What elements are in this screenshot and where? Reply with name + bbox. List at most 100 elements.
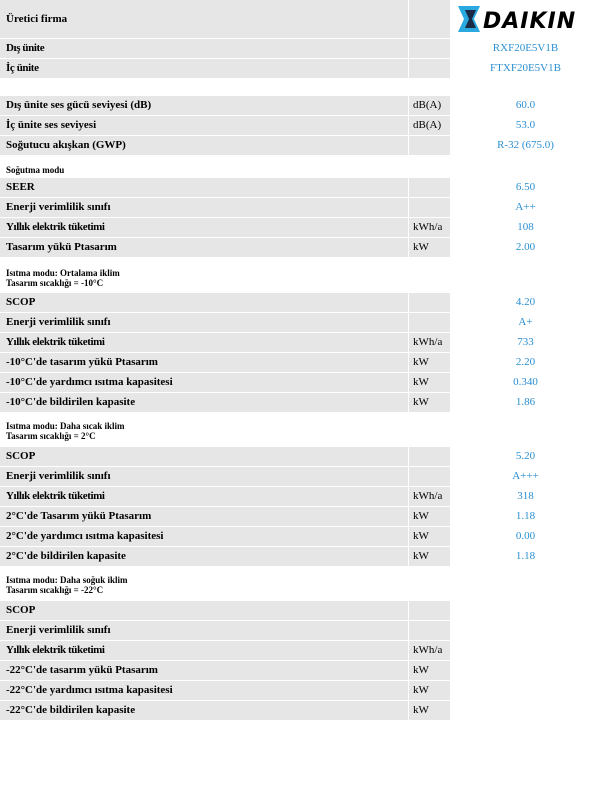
row-unit: kWh/a bbox=[409, 333, 450, 352]
row-label: Yıllık elektrik tüketimi bbox=[0, 487, 408, 506]
row-label: 2°C'de yardımcı ısıtma kapasitesi bbox=[0, 527, 408, 546]
heating-warm-row: Yıllık elektrik tüketimi kWh/a 318 bbox=[0, 487, 600, 506]
row-label: SEER bbox=[0, 178, 408, 197]
row-unit bbox=[409, 601, 450, 620]
row-value bbox=[451, 641, 600, 660]
row-unit bbox=[409, 198, 450, 217]
row-label: Soğutucu akışkan (GWP) bbox=[0, 136, 408, 155]
row-unit: kW bbox=[409, 373, 450, 392]
heating-cold-subtitle: Tasarım sıcaklığı = -22°C bbox=[6, 585, 104, 595]
manufacturer-row: Üretici firma DAIKIN bbox=[0, 0, 600, 38]
row-value: 0.00 bbox=[515, 530, 536, 542]
row-unit: kW bbox=[409, 353, 450, 372]
cooling-row: Enerji verimlilik sınıfı A++ bbox=[0, 198, 600, 217]
row-unit: kW bbox=[409, 507, 450, 526]
row-label: SCOP bbox=[0, 293, 408, 312]
row-unit bbox=[409, 178, 450, 197]
row-label: Enerji verimlilik sınıfı bbox=[0, 313, 408, 332]
outdoor-unit-row: Dış ünite RXF20E5V1B bbox=[0, 39, 600, 58]
heating-cold-title: Isıtma modu: Daha soğuk iklim bbox=[6, 575, 128, 585]
row-label: -10°C'de bildirilen kapasite bbox=[0, 393, 408, 412]
heating-avg-row: Yıllık elektrik tüketimi kWh/a 733 bbox=[0, 333, 600, 352]
row-value bbox=[451, 621, 600, 640]
heating-avg-subtitle: Tasarım sıcaklığı = -10°C bbox=[6, 278, 104, 288]
row-value: R-32 (675.0) bbox=[497, 139, 554, 151]
cooling-row: Yıllık elektrik tüketimi kWh/a 108 bbox=[0, 218, 600, 237]
row-label: 2°C'de Tasarım yükü Ptasarım bbox=[0, 507, 408, 526]
row-unit: dB(A) bbox=[409, 116, 450, 135]
row-value: 733 bbox=[517, 336, 534, 348]
row-unit: kWh/a bbox=[409, 487, 450, 506]
row-label: -22°C'de yardımcı ısıtma kapasitesi bbox=[0, 681, 408, 700]
cooling-row: Tasarım yükü Ptasarım kW 2.00 bbox=[0, 238, 600, 257]
row-value: 0.340 bbox=[513, 376, 538, 388]
row-unit: kWh/a bbox=[409, 641, 450, 660]
row-unit: kWh/a bbox=[409, 218, 450, 237]
row-label: Enerji verimlilik sınıfı bbox=[0, 467, 408, 486]
row-value: 108 bbox=[517, 221, 534, 233]
row-value: A+++ bbox=[512, 470, 539, 482]
heating-avg-row: -10°C'de bildirilen kapasite kW 1.86 bbox=[0, 393, 600, 412]
general-row: Dış ünite ses gücü seviyesi (dB) dB(A) 6… bbox=[0, 96, 600, 115]
row-value: 1.18 bbox=[515, 510, 536, 522]
row-unit bbox=[409, 39, 450, 58]
row-value: 5.20 bbox=[515, 450, 536, 462]
cooling-row: SEER 6.50 bbox=[0, 178, 600, 197]
row-label: Dış ünite bbox=[0, 39, 408, 58]
row-value: FTXF20E5V1B bbox=[490, 62, 561, 74]
heating-warm-subtitle: Tasarım sıcaklığı = 2°C bbox=[6, 431, 96, 441]
row-value: 60.0 bbox=[515, 99, 536, 111]
row-label: SCOP bbox=[0, 447, 408, 466]
manufacturer-label: Üretici firma bbox=[0, 0, 408, 38]
row-unit: kW bbox=[409, 701, 450, 720]
row-label: 2°C'de bildirilen kapasite bbox=[0, 547, 408, 566]
row-label: Dış ünite ses gücü seviyesi (dB) bbox=[0, 96, 408, 115]
row-unit: kW bbox=[409, 661, 450, 680]
heating-avg-row: Enerji verimlilik sınıfı A+ bbox=[0, 313, 600, 332]
heating-cold-row: Enerji verimlilik sınıfı bbox=[0, 621, 600, 640]
row-label: -22°C'de bildirilen kapasite bbox=[0, 701, 408, 720]
heating-warm-row: SCOP 5.20 bbox=[0, 447, 600, 466]
row-value: 6.50 bbox=[515, 181, 536, 193]
heating-warm-row: Enerji verimlilik sınıfı A+++ bbox=[0, 467, 600, 486]
general-row: İç ünite ses seviyesi dB(A) 53.0 bbox=[0, 116, 600, 135]
heating-warm-title: Isıtma modu: Daha sıcak iklim bbox=[6, 421, 125, 431]
row-label: Yıllık elektrik tüketimi bbox=[0, 641, 408, 660]
row-unit: kW bbox=[409, 547, 450, 566]
row-value: 318 bbox=[517, 490, 534, 502]
row-value bbox=[451, 681, 600, 700]
row-unit bbox=[409, 467, 450, 486]
row-label: İç ünite ses seviyesi bbox=[0, 116, 408, 135]
heating-cold-row: Yıllık elektrik tüketimi kWh/a bbox=[0, 641, 600, 660]
row-value: A+ bbox=[518, 316, 533, 328]
row-value bbox=[451, 601, 600, 620]
cooling-section-title: Soğutma modu bbox=[6, 165, 65, 175]
row-value: 1.18 bbox=[515, 550, 536, 562]
daikin-logo-icon: DAIKIN bbox=[458, 6, 575, 34]
row-unit bbox=[409, 136, 450, 155]
row-unit bbox=[409, 59, 450, 78]
row-unit: kW bbox=[409, 681, 450, 700]
heating-warm-row: 2°C'de bildirilen kapasite kW 1.18 bbox=[0, 547, 600, 566]
heating-avg-row: SCOP 4.20 bbox=[0, 293, 600, 312]
heating-avg-row: -10°C'de tasarım yükü Ptasarım kW 2.20 bbox=[0, 353, 600, 372]
heating-avg-row: -10°C'de yardımcı ısıtma kapasitesi kW 0… bbox=[0, 373, 600, 392]
heating-warm-row: 2°C'de Tasarım yükü Ptasarım kW 1.18 bbox=[0, 507, 600, 526]
row-label: -22°C'de tasarım yükü Ptasarım bbox=[0, 661, 408, 680]
row-value: 2.00 bbox=[515, 241, 536, 253]
row-value: 53.0 bbox=[515, 119, 536, 131]
general-row: Soğutucu akışkan (GWP) R-32 (675.0) bbox=[0, 136, 600, 155]
row-label: Yıllık elektrik tüketimi bbox=[0, 218, 408, 237]
row-unit: kW bbox=[409, 238, 450, 257]
row-unit bbox=[409, 313, 450, 332]
row-unit: dB(A) bbox=[409, 96, 450, 115]
heating-avg-title: Isıtma modu: Ortalama iklim bbox=[6, 268, 120, 278]
row-label: İç ünite bbox=[0, 59, 408, 78]
row-unit bbox=[409, 621, 450, 640]
manufacturer-unit-cell bbox=[409, 0, 450, 38]
row-value: 1.86 bbox=[515, 396, 536, 408]
row-unit: kW bbox=[409, 527, 450, 546]
row-value: RXF20E5V1B bbox=[492, 42, 559, 54]
heating-cold-row: -22°C'de bildirilen kapasite kW bbox=[0, 701, 600, 720]
row-value: 2.20 bbox=[515, 356, 536, 368]
